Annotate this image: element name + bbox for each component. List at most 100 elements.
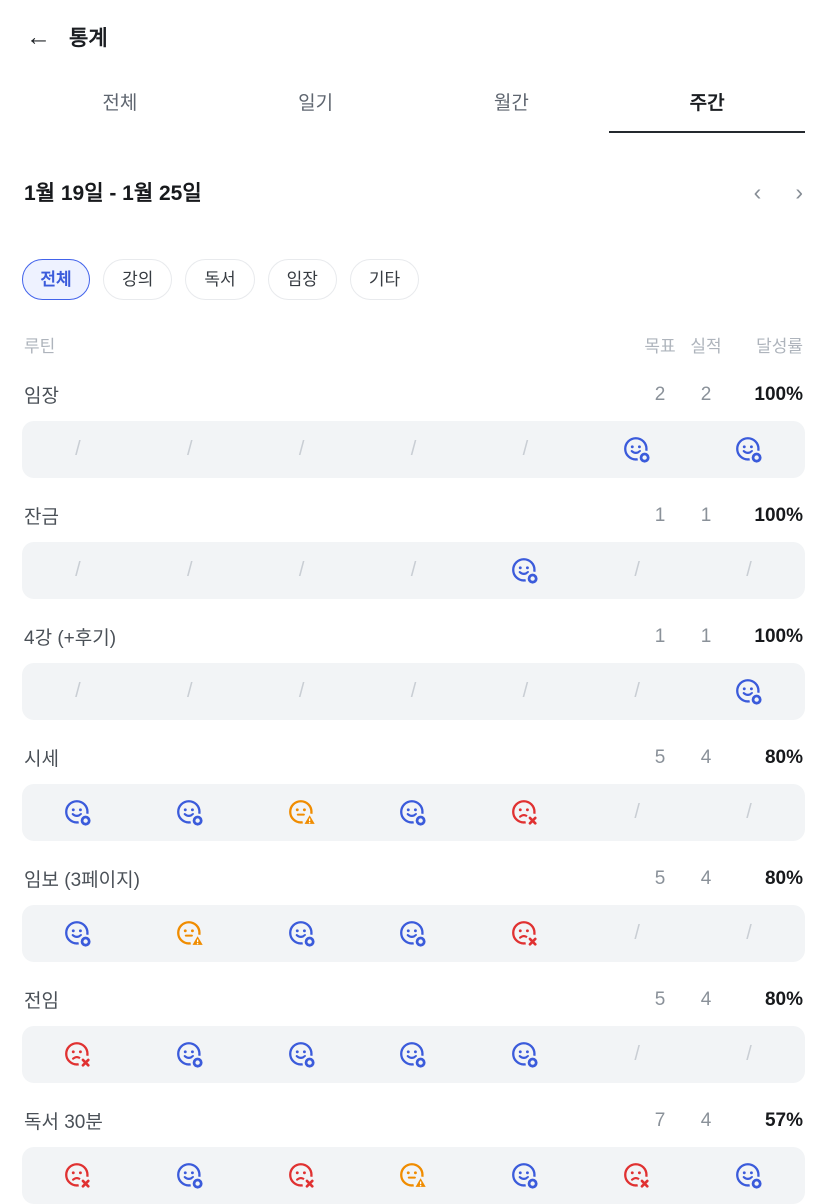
arrow-left-icon: ← (26, 22, 51, 51)
no-record-slash: / (522, 680, 529, 702)
back-button[interactable]: ← (26, 22, 51, 51)
actual-value: 4 (700, 746, 712, 768)
routine-row: 임장 2 2 100% / / / / / (22, 381, 805, 478)
table-header-numbers: 목표 실적 달성률 (637, 332, 803, 357)
tab-bar: 전체 일기 월간 주간 (22, 78, 805, 133)
no-record-slash: / (410, 438, 417, 460)
no-record-slash: / (75, 680, 81, 702)
column-header-rate: 달성률 (756, 337, 803, 356)
week-day-strip: / / (22, 784, 805, 841)
filter-chip-0[interactable]: 전체 (22, 259, 91, 300)
table-header: 루틴 목표 실적 달성률 (22, 332, 805, 357)
rate-value: 100% (754, 504, 803, 526)
actual-value: 1 (700, 625, 712, 647)
actual-value: 4 (700, 867, 712, 889)
routine-row: 전임 5 4 80% / / (22, 986, 805, 1083)
column-header-goal: 목표 (644, 337, 676, 356)
actual-value: 4 (700, 1109, 712, 1131)
app-header: ← 통계 (22, 14, 805, 52)
rate-value: 57% (764, 1109, 803, 1131)
routine-list: 임장 2 2 100% / / / / / 잔금 1 1 100% / / / / / / (22, 381, 805, 1204)
no-record-slash: / (634, 922, 640, 944)
goal-value: 5 (654, 746, 666, 768)
goal-value: 5 (654, 988, 666, 1010)
no-record-slash: / (186, 680, 193, 702)
day-success-icon (398, 919, 429, 949)
day-success-icon (734, 435, 764, 465)
no-record-slash: / (298, 559, 305, 581)
filter-chip-3[interactable]: 임장 (267, 259, 337, 300)
goal-value: 1 (654, 625, 666, 647)
column-header-routine: 루틴 (24, 337, 56, 356)
column-header-actual: 실적 (690, 337, 722, 356)
day-fail-icon (63, 1040, 93, 1070)
no-record-slash: / (75, 559, 81, 581)
no-record-slash: / (298, 438, 305, 460)
no-record-slash: / (186, 438, 193, 460)
day-success-icon (398, 1040, 429, 1070)
tab-2[interactable]: 월간 (414, 78, 610, 133)
rate-value: 100% (754, 383, 803, 405)
rate-value: 80% (764, 746, 803, 768)
goal-value: 1 (654, 504, 666, 526)
page-title: 통계 (69, 27, 108, 50)
routine-name: 전임 (24, 991, 59, 1012)
no-record-slash: / (75, 438, 81, 460)
no-record-slash: / (410, 559, 417, 581)
routine-name: 임보 (3페이지) (24, 870, 140, 891)
week-day-strip: / / / / / / (22, 542, 805, 599)
no-record-slash: / (522, 438, 529, 460)
day-success-icon (175, 1040, 205, 1070)
day-warning-icon (175, 919, 205, 949)
week-navigator: 1월 19일 - 1월 25일 ‹ › (22, 177, 805, 207)
week-nav-buttons: ‹ › (753, 178, 803, 205)
previous-week-button[interactable]: ‹ (753, 178, 762, 205)
routine-row: 잔금 1 1 100% / / / / / / (22, 502, 805, 599)
chevron-left-icon: ‹ (753, 178, 762, 205)
filter-chip-4[interactable]: 기타 (349, 259, 420, 300)
tab-3[interactable]: 주간 (609, 78, 805, 133)
actual-value: 4 (700, 988, 712, 1010)
routine-row: 시세 5 4 80% / / (22, 744, 805, 841)
no-record-slash: / (410, 680, 417, 702)
day-success-icon (398, 798, 429, 828)
week-range-label: 1월 19일 - 1월 25일 (24, 182, 202, 205)
week-day-strip: / / / / / / (22, 663, 805, 720)
week-day-strip: / / (22, 1026, 805, 1083)
routine-name: 4강 (+후기) (24, 628, 117, 649)
tab-1[interactable]: 일기 (218, 78, 414, 133)
day-fail-icon (510, 919, 541, 949)
week-day-strip: / / (22, 905, 805, 962)
no-record-slash: / (746, 801, 752, 823)
chevron-right-icon: › (795, 178, 803, 205)
tab-0[interactable]: 전체 (22, 78, 218, 133)
day-success-icon (622, 435, 652, 465)
week-day-strip: / / / / / (22, 421, 805, 478)
category-filter-bar: 전체 강의 독서 임장 기타 (22, 259, 805, 300)
rate-value: 80% (764, 988, 803, 1010)
goal-value: 2 (654, 383, 666, 405)
next-week-button[interactable]: › (795, 178, 803, 205)
no-record-slash: / (746, 559, 752, 581)
filter-chip-1[interactable]: 강의 (103, 259, 173, 300)
actual-value: 2 (700, 383, 712, 405)
no-record-slash: / (634, 801, 640, 823)
routine-row: 4강 (+후기) 1 1 100% / / / / / / (22, 623, 805, 720)
day-success-icon (734, 677, 764, 707)
day-fail-icon (510, 798, 541, 828)
no-record-slash: / (186, 559, 193, 581)
no-record-slash: / (634, 1043, 640, 1065)
no-record-slash: / (298, 680, 305, 702)
no-record-slash: / (746, 1043, 752, 1065)
no-record-slash: / (634, 559, 640, 581)
actual-value: 1 (700, 504, 712, 526)
routine-row: 임보 (3페이지) 5 4 80% / / (22, 865, 805, 962)
filter-chip-2[interactable]: 독서 (185, 259, 255, 300)
day-success-icon (287, 919, 317, 949)
day-warning-icon (287, 798, 317, 828)
no-record-slash: / (634, 680, 640, 702)
routine-name: 임장 (24, 386, 59, 407)
routine-name: 잔금 (24, 507, 59, 528)
day-success-icon (175, 798, 205, 828)
